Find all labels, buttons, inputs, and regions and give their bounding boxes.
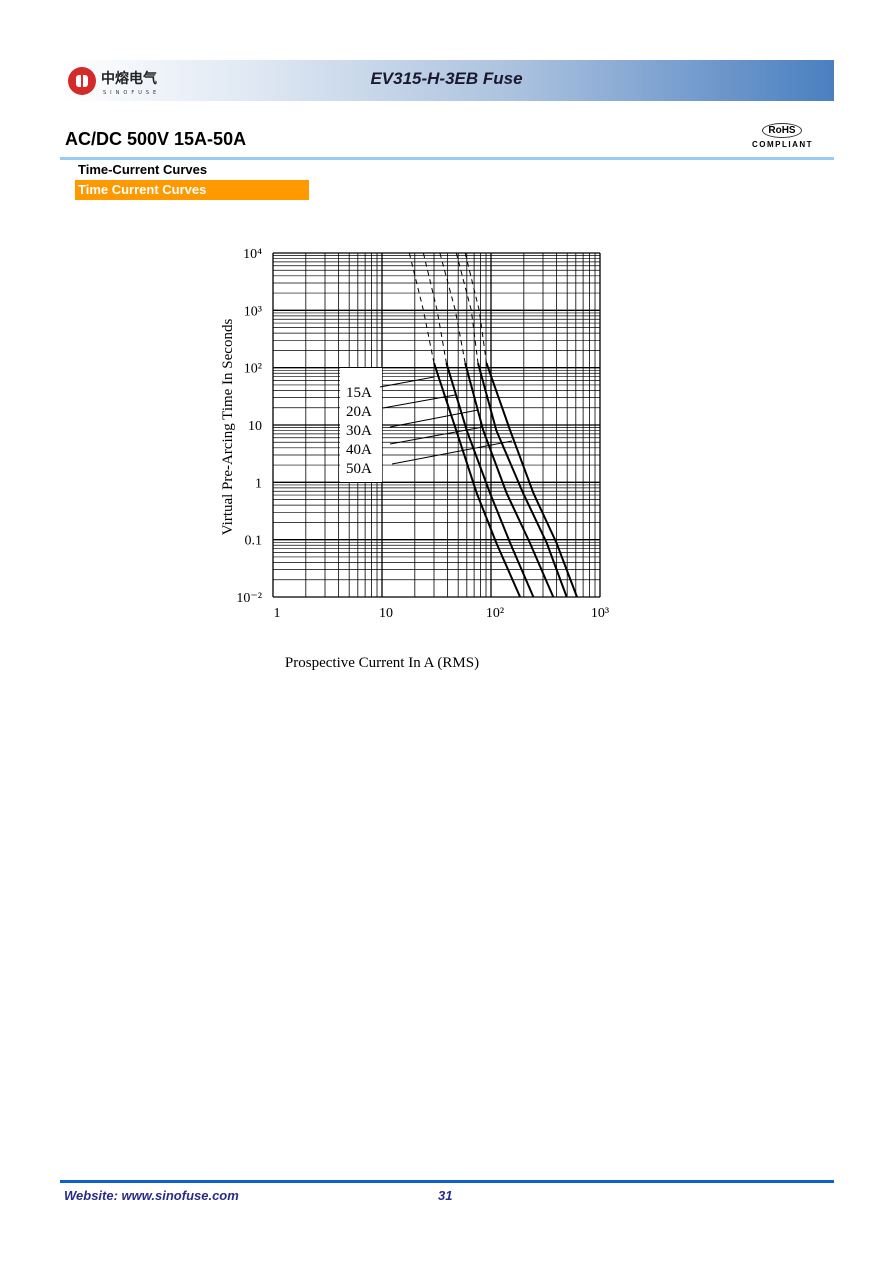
x-tick-label: 10³: [591, 606, 609, 621]
x-tick-label: 10²: [486, 606, 504, 621]
y-tick-label: 0.1: [245, 534, 263, 549]
section-title: Time-Current Curves: [78, 162, 208, 177]
legend-label: 30A: [346, 423, 372, 439]
product-rating-heading: AC/DC 500V 15A-50A: [65, 129, 247, 149]
curve-30A-dashed: [439, 252, 466, 364]
legend-box: [340, 368, 382, 482]
curve-15A-dashed: [408, 252, 435, 364]
section-bar: Time Current Curves: [75, 180, 309, 200]
sinofuse-logo: 中熔电气 SINOFUSE: [68, 67, 160, 96]
curve-50A-dashed: [464, 252, 487, 364]
rohs-compliant-badge: RoHS COMPLIANT: [752, 120, 812, 158]
footer-website: Website: www.sinofuse.com: [64, 1188, 239, 1203]
legend-leader-line: [379, 376, 435, 388]
rohs-sub: COMPLIANT: [752, 140, 814, 149]
y-tick-label: 1: [255, 476, 262, 491]
y-tick-label: 10²: [244, 362, 262, 377]
chart-grid: [272, 252, 601, 598]
svg-text:中熔电气: 中熔电气: [101, 70, 157, 87]
curve-40A-dashed: [455, 252, 479, 364]
x-tick-label: 1: [274, 606, 281, 621]
footer-divider: [60, 1180, 834, 1183]
y-axis-label: Virtual Pre-Arcing Time In Seconds: [220, 319, 236, 536]
rohs-label: RoHS: [762, 123, 802, 138]
legend-leader-line: [389, 426, 484, 445]
legend-label: 15A: [346, 385, 372, 401]
curve-20A-dashed: [422, 252, 447, 364]
legend-leader-line: [389, 409, 479, 428]
legend-leader-line: [382, 394, 456, 409]
x-axis-label: Prospective Current In A (RMS): [285, 655, 479, 671]
heading-divider: [60, 157, 834, 160]
page-number: 31: [438, 1188, 453, 1203]
chart-curves: [408, 252, 578, 598]
curve-20A: [445, 362, 535, 598]
header-banner: [60, 60, 834, 101]
svg-text:SINOFUSE: SINOFUSE: [103, 90, 160, 96]
y-tick-label: 10³: [244, 304, 262, 319]
y-tick-label: 10: [248, 419, 262, 434]
chart-ticks: 10⁴ 10³ 10² 10 1 0.1 10⁻² 1 10 10² 10³: [236, 247, 609, 621]
legend-leader-line: [391, 440, 513, 465]
y-tick-label: 10⁴: [243, 247, 262, 262]
document-title: EV315-H-3EB Fuse: [370, 69, 523, 88]
curve-15A: [433, 362, 522, 598]
curve-30A: [464, 362, 555, 598]
legend-label: 40A: [346, 442, 372, 458]
y-tick-label: 10⁻²: [236, 591, 262, 606]
legend-label: 20A: [346, 404, 372, 420]
curve-50A: [485, 362, 578, 598]
legend-label: 50A: [346, 461, 372, 477]
x-tick-label: 10: [379, 606, 393, 621]
curve-40A: [477, 362, 568, 598]
chart-legend: 15A 20A 30A 40A 50A: [346, 376, 513, 477]
